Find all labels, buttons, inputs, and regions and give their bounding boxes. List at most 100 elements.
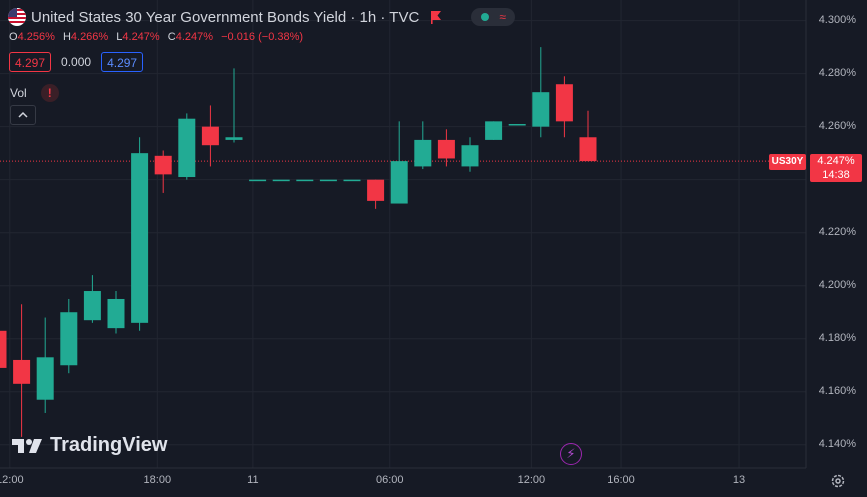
- candle-body: [461, 145, 479, 167]
- ohlc-legend: O4.256% H4.266% L4.247% C4.247% −0.016 (…: [9, 31, 308, 43]
- price-axis-label: 4.200%: [818, 278, 856, 291]
- candle-body: [319, 179, 337, 182]
- close-label: C: [167, 31, 176, 43]
- collapse-legend-button[interactable]: [10, 105, 36, 125]
- sell-price-button[interactable]: 4.297: [9, 52, 52, 72]
- time-axis-label: 18:00: [143, 474, 172, 486]
- candle: [154, 150, 172, 193]
- candle: [131, 137, 149, 331]
- candle-body: [367, 179, 385, 201]
- candle-body: [390, 161, 408, 204]
- candle-body: [36, 357, 54, 400]
- candle-body: [154, 155, 172, 175]
- price-axis-label: 4.180%: [818, 331, 856, 344]
- candle: [225, 68, 243, 143]
- wave-icon: ≈: [499, 10, 506, 24]
- chart-header: United States 30 Year Government Bonds Y…: [8, 7, 516, 27]
- price-axis-label: 4.140%: [818, 437, 856, 450]
- candle: [461, 137, 479, 172]
- candle-body: [201, 126, 219, 146]
- candles: [0, 47, 597, 437]
- time-axis-label: 11: [247, 474, 259, 486]
- price-axis-label: 4.300%: [818, 13, 856, 26]
- candle-body: [296, 179, 314, 182]
- candle: [414, 121, 432, 170]
- market-open-dot-icon: [480, 13, 489, 21]
- red-flag-icon[interactable]: [429, 10, 443, 24]
- warning-icon[interactable]: !: [40, 84, 59, 102]
- low-label: L: [116, 31, 123, 43]
- candle: [0, 330, 7, 368]
- symbol-price-tag: US30Y: [769, 154, 806, 170]
- candle: [83, 275, 101, 323]
- volume-label[interactable]: Vol: [10, 86, 27, 100]
- candle: [485, 121, 503, 140]
- spread-value: 0.000: [61, 55, 92, 69]
- candle-body: [107, 298, 125, 329]
- price-axis-label: 4.280%: [818, 66, 856, 79]
- candle: [319, 179, 337, 182]
- candle: [343, 179, 361, 182]
- candle-body: [131, 153, 149, 323]
- time-axis-label: 12:00: [0, 474, 24, 486]
- candle: [201, 105, 219, 167]
- price-axis-label: 4.220%: [818, 225, 856, 238]
- last-price-tag: 4.247% 14:38: [810, 154, 862, 182]
- candle-body: [579, 137, 597, 162]
- candle-body: [508, 124, 526, 126]
- candle: [532, 47, 550, 138]
- candle: [178, 113, 196, 180]
- high-value: 4.266%: [70, 31, 109, 43]
- open-label: O: [9, 31, 18, 43]
- lightning-icon[interactable]: ⚡: [560, 443, 582, 465]
- candle: [390, 121, 408, 204]
- candle: [437, 129, 455, 167]
- close-value: 4.247%: [175, 31, 214, 43]
- candle-body: [13, 359, 31, 384]
- tradingview-logo[interactable]: TradingView: [12, 434, 167, 457]
- quote-boxes: 4.297 0.000 4.297: [9, 52, 144, 72]
- us-flag-icon: [8, 8, 26, 26]
- candle-body: [225, 137, 243, 140]
- tradingview-logo-text: TradingView: [50, 434, 168, 456]
- candle-body: [555, 84, 573, 122]
- change-value: −0.016 (−0.38%): [221, 31, 304, 43]
- buy-price-button[interactable]: 4.297: [101, 52, 144, 72]
- candle: [367, 179, 385, 209]
- candle: [60, 298, 78, 374]
- candle: [555, 76, 573, 138]
- last-price-value: 4.247%: [817, 155, 855, 167]
- volume-legend: Vol !: [10, 84, 59, 102]
- time-axis-label: 06:00: [375, 474, 404, 486]
- candle-body: [272, 179, 290, 182]
- candle: [296, 179, 314, 182]
- candle-body: [437, 139, 455, 159]
- time-axis-label: 16:00: [607, 474, 635, 486]
- market-status-pill[interactable]: ≈: [471, 8, 516, 26]
- candle: [249, 179, 267, 182]
- gear-icon[interactable]: [830, 473, 846, 489]
- candle-body: [60, 312, 78, 366]
- candle: [13, 304, 31, 437]
- candle-body: [414, 139, 432, 167]
- candle: [508, 124, 526, 126]
- time-axis-label: 12:00: [517, 474, 546, 486]
- candle: [272, 179, 290, 182]
- high-label: H: [62, 31, 71, 43]
- candle-body: [0, 330, 7, 368]
- bar-countdown: 14:38: [822, 169, 850, 181]
- low-value: 4.247%: [122, 31, 160, 43]
- candle-body: [249, 179, 267, 182]
- candle: [107, 291, 125, 334]
- candle-body: [178, 118, 196, 178]
- symbol-title[interactable]: United States 30 Year Government Bonds Y…: [31, 8, 420, 26]
- tradingview-logo-icon: [12, 438, 42, 453]
- price-axis-label: 4.260%: [818, 119, 856, 132]
- chevron-up-icon: [18, 111, 28, 118]
- open-value: 4.256%: [17, 31, 55, 43]
- candle: [579, 110, 597, 162]
- candle-body: [343, 179, 361, 182]
- candle-body: [532, 92, 550, 127]
- candle-body: [485, 121, 503, 140]
